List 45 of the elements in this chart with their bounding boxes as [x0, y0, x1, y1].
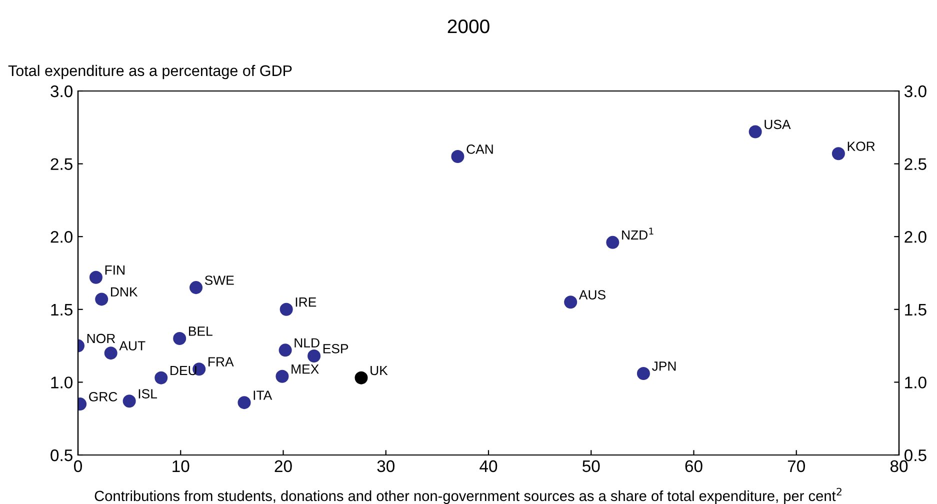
- annotation: NLD: [294, 338, 320, 348]
- annotation: USA: [764, 120, 791, 130]
- annotation: ISL: [138, 389, 158, 398]
- annotation: ITA: [254, 390, 272, 400]
- annotation: BEL: [189, 326, 212, 336]
- annotation: MEX: [292, 364, 319, 374]
- y-tick-label: 1.5: [51, 304, 72, 316]
- annotation: CAN: [466, 144, 493, 154]
- x-tick-label: 40: [480, 460, 498, 472]
- y2-tick-label: 3.0: [904, 85, 926, 98]
- x-tick-label: 70: [788, 460, 805, 472]
- y2-tick-label: 1.0: [905, 376, 926, 388]
- annotation: NZD$^{1}$: [622, 228, 654, 240]
- annotation: SWE: [204, 276, 234, 285]
- annotation: GRC: [89, 392, 118, 402]
- annotation: FIN: [105, 266, 124, 275]
- y-tick-label: 2.5: [50, 158, 72, 170]
- y2-tick-label: 2.0: [904, 231, 926, 243]
- x-tick-label: 80: [890, 460, 908, 472]
- annotation: AUT: [119, 341, 146, 350]
- x-axis-title: Contributions from students, donations and other non-government sources as a share of total expenditure, per cent$^{2}$: [94, 488, 842, 504]
- annotation: ESP: [323, 344, 348, 354]
- y2-tick-label: 2.5: [904, 158, 926, 170]
- y-axis-title: Total expenditure as a percentage of GDP: [8, 64, 292, 80]
- x-tick-label: 50: [582, 460, 600, 472]
- x-tick-label: 0: [74, 460, 82, 472]
- y-tick-label: 2.0: [50, 231, 72, 243]
- x-tick-label: 10: [172, 460, 190, 472]
- annotation: IRE: [296, 298, 316, 307]
- y-tick-label: 1.0: [51, 376, 72, 388]
- x-tick-label: 60: [685, 460, 702, 472]
- annotation: UK: [370, 366, 388, 376]
- y2-tick-label: 0.5: [904, 449, 926, 462]
- annotation: FRA: [208, 357, 234, 366]
- annotation: AUS: [578, 290, 606, 300]
- annotation: KOR: [848, 142, 875, 151]
- x-tick-label: 20: [274, 460, 292, 472]
- y-tick-label: 0.5: [50, 449, 72, 462]
- chart-title: 2000: [448, 19, 490, 34]
- annotation: DNK: [111, 287, 138, 296]
- annotation: NOR: [87, 334, 116, 344]
- annotation: JPN: [652, 362, 676, 371]
- y2-tick-label: 1.5: [905, 304, 926, 316]
- x-tick-label: 30: [377, 460, 394, 472]
- y-tick-label: 3.0: [50, 85, 72, 98]
